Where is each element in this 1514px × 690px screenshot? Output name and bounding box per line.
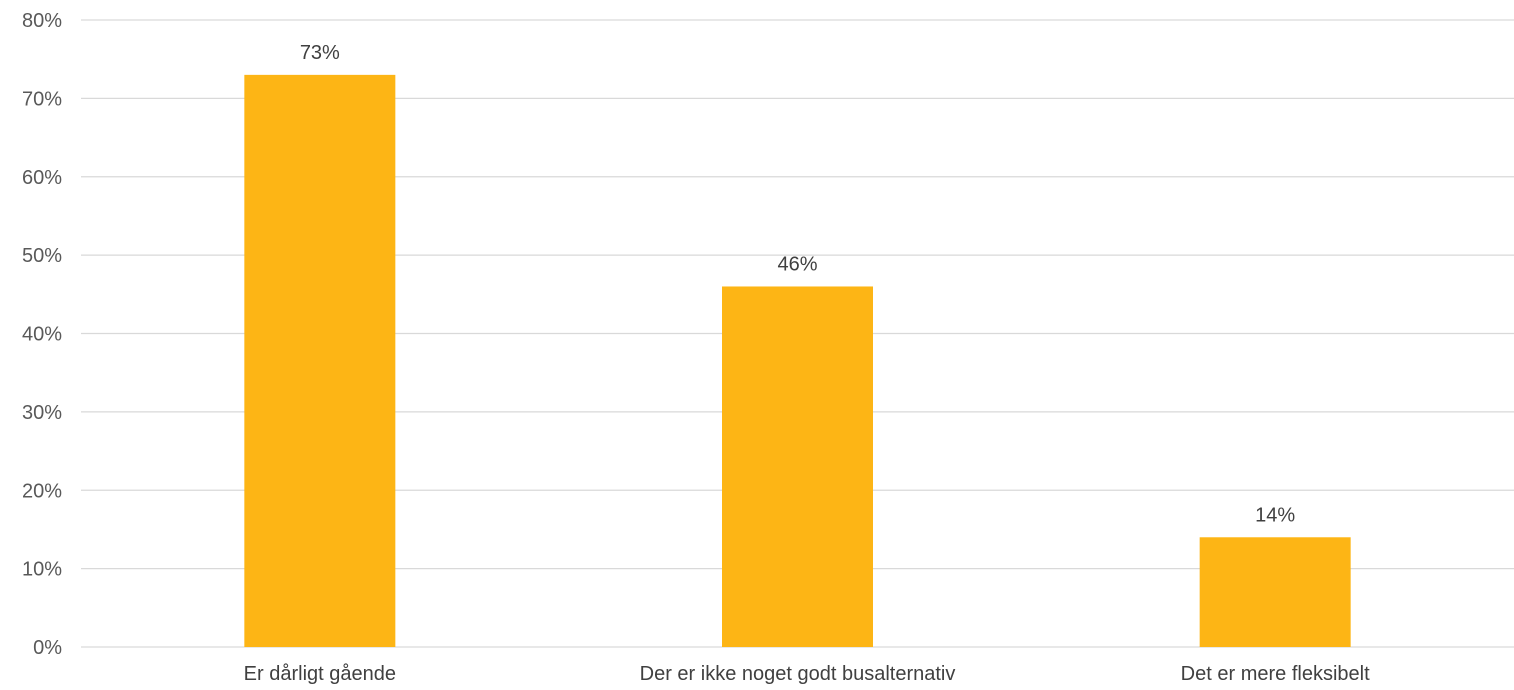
bar [244,74,396,648]
y-tick-label: 0% [33,637,62,659]
y-tick-label: 60% [22,167,62,189]
x-axis-category-labels: Er dårligt gående Der er ikke noget godt … [244,663,1370,685]
data-label: 46% [777,253,817,275]
data-labels: 73% 46% 14% [300,42,1296,526]
y-axis-tick-labels: 0% 10% 20% 30% 40% 50% 60% 70% 80% [22,10,62,659]
y-tick-label: 80% [22,10,62,32]
y-tick-label: 50% [22,245,62,267]
data-label: 14% [1255,504,1295,526]
y-tick-label: 70% [22,88,62,110]
y-tick-label: 40% [22,324,62,346]
bars [244,74,1351,648]
x-category-label: Er dårligt gående [244,663,396,685]
x-category-label: Der er ikke noget godt busalternativ [640,663,956,685]
data-label: 73% [300,42,340,64]
y-tick-label: 30% [22,402,62,424]
bar [1199,537,1351,647]
bar [722,286,873,647]
y-tick-label: 10% [22,559,62,581]
x-category-label: Det er mere fleksibelt [1181,663,1370,685]
y-tick-label: 20% [22,480,62,502]
